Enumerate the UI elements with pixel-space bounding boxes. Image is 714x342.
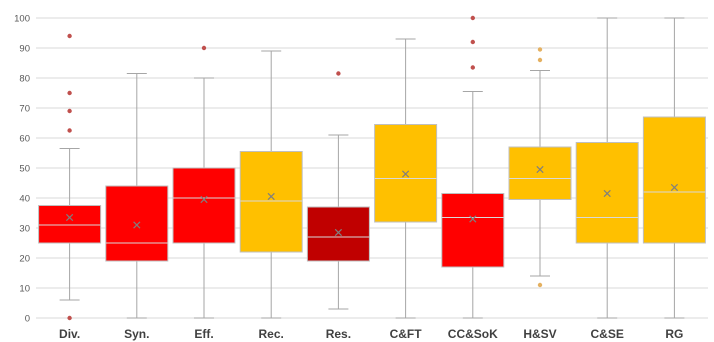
box-iqr <box>105 185 169 262</box>
x-axis: Div. Syn. Eff. Rec. Res. C&FT CC&SoK H&SV C&SE RG <box>59 327 683 341</box>
box-iqr <box>172 167 236 244</box>
y-tick-label: 40 <box>19 194 30 205</box>
box-1 <box>105 73 169 319</box>
x-category-label: Rec. <box>259 327 284 341</box>
x-category-label: Div. <box>59 327 80 341</box>
box-0 <box>38 33 102 321</box>
y-tick-label: 0 <box>25 314 30 325</box>
box-iqr <box>239 151 303 253</box>
outlier-point <box>67 90 72 96</box>
mean-marker <box>401 170 410 178</box>
x-category-label: CC&SoK <box>448 327 498 341</box>
outlier-point <box>537 57 543 63</box>
outlier-point <box>67 108 72 114</box>
outlier-point <box>201 45 207 51</box>
box-iqr <box>508 146 572 200</box>
outlier-point <box>537 47 543 52</box>
mean-marker <box>603 189 611 198</box>
x-category-label: Eff. <box>194 327 213 341</box>
outlier-point <box>470 65 475 70</box>
x-category-label: Res. <box>326 327 351 341</box>
box-8 <box>575 17 639 319</box>
y-tick-label: 100 <box>14 14 30 25</box>
box-iqr <box>38 205 102 244</box>
mean-marker <box>536 165 544 174</box>
outlier-point <box>470 39 475 45</box>
outlier-point <box>67 315 72 321</box>
y-tick-label: 70 <box>19 104 30 115</box>
x-category-label: RG <box>665 327 683 341</box>
y-tick-label: 10 <box>19 284 30 295</box>
box-6 <box>441 15 505 319</box>
mean-marker <box>133 221 141 229</box>
y-tick-label: 20 <box>19 254 30 265</box>
y-tick-label: 60 <box>19 134 30 145</box>
box-iqr <box>306 206 370 262</box>
mean-marker <box>334 228 343 237</box>
outlier-point <box>470 15 475 21</box>
outlier-point <box>537 282 543 288</box>
box-9 <box>642 17 706 319</box>
mean-marker <box>267 192 275 201</box>
box-2 <box>172 45 236 319</box>
box-5 <box>374 38 438 319</box>
y-axis: 0 10 20 30 40 50 60 70 80 90 100 <box>14 14 30 325</box>
mean-marker <box>670 183 679 192</box>
x-category-label: C&SE <box>591 327 624 341</box>
x-category-label: Syn. <box>124 327 149 341</box>
y-tick-label: 50 <box>19 164 30 175</box>
box-iqr <box>441 193 505 268</box>
y-tick-label: 90 <box>19 44 30 55</box>
y-tick-label: 30 <box>19 224 30 235</box>
mean-marker <box>65 213 74 222</box>
box-3 <box>239 50 303 319</box>
x-category-label: C&FT <box>390 327 423 341</box>
mean-marker <box>469 215 477 223</box>
outlier-point <box>67 128 72 133</box>
y-tick-label: 80 <box>19 74 30 85</box>
outlier-point <box>67 33 72 39</box>
box-series <box>38 15 706 321</box>
box-4 <box>306 71 370 310</box>
outlier-point <box>336 71 341 76</box>
mean-marker <box>200 195 208 204</box>
x-category-label: H&SV <box>523 327 556 341</box>
box-7 <box>508 47 572 288</box>
box-iqr <box>642 116 706 244</box>
